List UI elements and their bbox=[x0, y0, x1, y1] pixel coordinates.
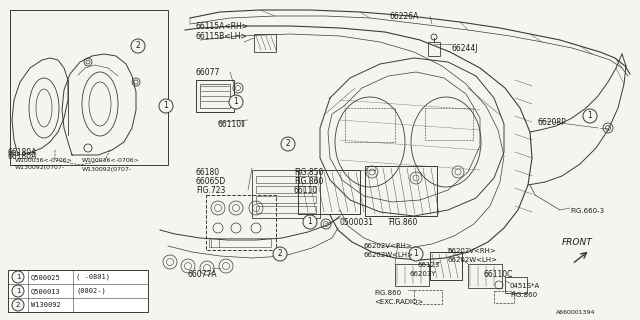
Text: A660001394: A660001394 bbox=[556, 310, 595, 315]
Bar bbox=[8, 270, 148, 312]
Text: 66110Ⅱ: 66110Ⅱ bbox=[218, 120, 246, 129]
Circle shape bbox=[12, 285, 24, 297]
Text: 66077A: 66077A bbox=[188, 270, 218, 279]
Bar bbox=[428, 42, 440, 56]
Bar bbox=[256, 196, 316, 203]
Bar bbox=[209, 238, 271, 247]
Text: W100036<-0706>: W100036<-0706> bbox=[82, 158, 140, 163]
Bar bbox=[414, 290, 442, 304]
Text: 66077: 66077 bbox=[196, 68, 220, 77]
Text: 1: 1 bbox=[16, 274, 20, 280]
Text: 2: 2 bbox=[278, 250, 282, 259]
Bar bbox=[200, 84, 230, 108]
Text: 1: 1 bbox=[164, 101, 168, 110]
Circle shape bbox=[409, 247, 423, 261]
Text: 66115B<LH>: 66115B<LH> bbox=[195, 32, 247, 41]
Bar bbox=[254, 34, 276, 52]
Text: 1: 1 bbox=[413, 250, 419, 259]
Bar bbox=[298, 170, 360, 214]
Bar bbox=[10, 10, 168, 165]
Text: FIG.723: FIG.723 bbox=[196, 186, 225, 195]
Text: 66202V<RH>: 66202V<RH> bbox=[448, 248, 497, 254]
Bar bbox=[365, 166, 437, 216]
Text: FRONT: FRONT bbox=[562, 238, 593, 247]
Text: Q500013: Q500013 bbox=[31, 288, 61, 294]
Bar bbox=[256, 176, 316, 183]
Text: 2: 2 bbox=[16, 302, 20, 308]
Text: 66115A<RH>: 66115A<RH> bbox=[195, 22, 248, 31]
Circle shape bbox=[131, 39, 145, 53]
Text: 66180A: 66180A bbox=[8, 148, 37, 157]
Bar bbox=[395, 264, 429, 286]
Bar bbox=[206, 195, 276, 250]
Bar bbox=[345, 108, 395, 142]
Text: 66202W<LH>: 66202W<LH> bbox=[448, 257, 498, 263]
Text: 2: 2 bbox=[285, 140, 291, 148]
Bar bbox=[252, 170, 320, 218]
Text: FIG.860: FIG.860 bbox=[294, 177, 323, 186]
Circle shape bbox=[281, 137, 295, 151]
Circle shape bbox=[12, 299, 24, 311]
Text: 1: 1 bbox=[16, 288, 20, 294]
Text: 66202V<RH>: 66202V<RH> bbox=[364, 243, 413, 249]
Text: ( -0801): ( -0801) bbox=[76, 274, 110, 280]
Text: 66065D: 66065D bbox=[196, 177, 227, 186]
Text: W130092(0707-: W130092(0707- bbox=[15, 165, 65, 170]
Text: FIG.860: FIG.860 bbox=[510, 292, 537, 298]
Bar bbox=[196, 80, 234, 112]
Text: FIG.860: FIG.860 bbox=[388, 218, 417, 227]
Text: 2: 2 bbox=[136, 42, 140, 51]
Circle shape bbox=[229, 95, 243, 109]
Text: 1: 1 bbox=[588, 111, 593, 121]
Text: W130092(0707-: W130092(0707- bbox=[82, 167, 132, 172]
Text: W100036<-0706>: W100036<-0706> bbox=[15, 158, 73, 163]
Bar bbox=[425, 108, 473, 140]
Text: (0802-): (0802-) bbox=[76, 288, 106, 294]
Text: 66202W<LH>: 66202W<LH> bbox=[364, 252, 414, 258]
Circle shape bbox=[12, 271, 24, 283]
Text: 0451S*A: 0451S*A bbox=[510, 283, 540, 289]
Text: 66244J: 66244J bbox=[452, 44, 479, 53]
Text: 66180: 66180 bbox=[196, 168, 220, 177]
Text: FIG.850: FIG.850 bbox=[294, 168, 323, 177]
Text: 1: 1 bbox=[308, 218, 312, 227]
Circle shape bbox=[303, 215, 317, 229]
Text: 66110: 66110 bbox=[294, 186, 318, 195]
Bar bbox=[430, 252, 462, 280]
Text: 66226A: 66226A bbox=[390, 12, 419, 21]
Bar bbox=[256, 206, 316, 213]
Circle shape bbox=[159, 99, 173, 113]
Text: 1: 1 bbox=[234, 98, 238, 107]
Bar bbox=[505, 277, 527, 293]
Text: 66110C: 66110C bbox=[483, 270, 513, 279]
Text: FIG.660-3: FIG.660-3 bbox=[570, 208, 604, 214]
Bar bbox=[468, 264, 502, 288]
Circle shape bbox=[583, 109, 597, 123]
Text: 0500031: 0500031 bbox=[340, 218, 374, 227]
Text: Q500025: Q500025 bbox=[31, 274, 61, 280]
Bar bbox=[494, 291, 514, 303]
Circle shape bbox=[273, 247, 287, 261]
Text: W130092: W130092 bbox=[31, 302, 61, 308]
Bar bbox=[256, 186, 316, 193]
Text: 66208P: 66208P bbox=[538, 118, 567, 127]
Text: 66180A: 66180A bbox=[8, 152, 37, 161]
Text: 66123: 66123 bbox=[418, 262, 440, 268]
Text: FIG.860: FIG.860 bbox=[374, 290, 401, 296]
Text: 66203Y: 66203Y bbox=[410, 271, 436, 277]
Text: <EXC.RADIO>: <EXC.RADIO> bbox=[374, 299, 423, 305]
